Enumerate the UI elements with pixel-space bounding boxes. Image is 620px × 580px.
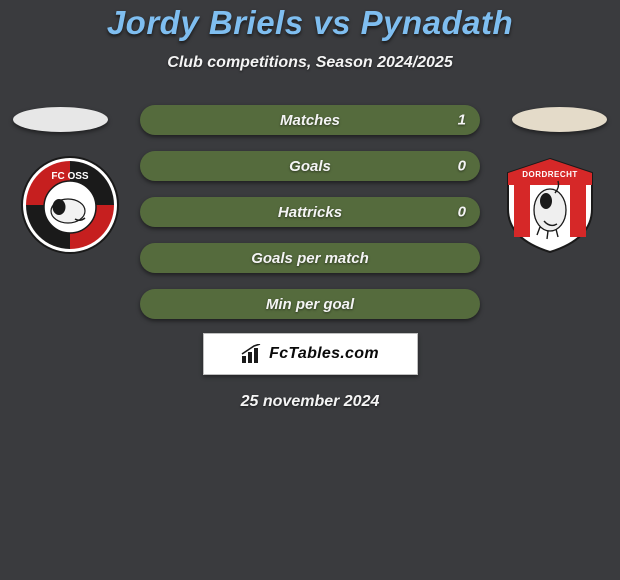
stat-label: Goals per match <box>251 250 369 267</box>
stat-value: 0 <box>458 158 466 175</box>
page-title: Jordy Briels vs Pynadath <box>107 4 513 42</box>
stat-value: 1 <box>458 112 466 129</box>
stat-value: 0 <box>458 204 466 221</box>
chart-icon <box>241 344 263 364</box>
stat-bar-goals-per-match: Goals per match <box>140 243 480 273</box>
club-left-badge: FC OSS <box>20 155 120 255</box>
stat-label: Matches <box>280 112 340 129</box>
player-right-ellipse <box>512 107 607 132</box>
stat-bar-goals: Goals 0 <box>140 151 480 181</box>
fc-oss-badge-icon: FC OSS <box>20 155 120 255</box>
comparison-card: Jordy Briels vs Pynadath Club competitio… <box>0 0 620 580</box>
stat-label: Hattricks <box>278 204 342 221</box>
subtitle: Club competitions, Season 2024/2025 <box>167 54 452 72</box>
club-right-badge: DORDRECHT <box>500 155 600 255</box>
content-area: FC OSS DORDRECHT Matches 1 <box>0 105 620 319</box>
stat-label: Min per goal <box>266 296 354 313</box>
stat-bar-hattricks: Hattricks 0 <box>140 197 480 227</box>
date-text: 25 november 2024 <box>241 393 380 411</box>
stat-label: Goals <box>289 158 331 175</box>
svg-text:DORDRECHT: DORDRECHT <box>522 170 578 179</box>
brand-text: FcTables.com <box>269 345 379 363</box>
stat-bar-min-per-goal: Min per goal <box>140 289 480 319</box>
player-left-ellipse <box>13 107 108 132</box>
svg-text:FC OSS: FC OSS <box>51 171 89 182</box>
brand-box: FcTables.com <box>203 333 418 375</box>
dordrecht-badge-icon: DORDRECHT <box>500 155 600 255</box>
stat-bar-matches: Matches 1 <box>140 105 480 135</box>
